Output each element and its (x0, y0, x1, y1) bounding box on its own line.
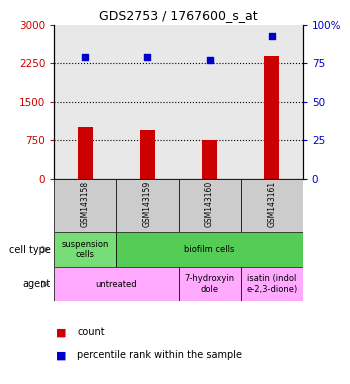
Text: 7-hydroxyin
dole: 7-hydroxyin dole (184, 275, 235, 294)
Bar (116, 179, 178, 232)
Text: isatin (indol
e-2,3-dione): isatin (indol e-2,3-dione) (246, 275, 297, 294)
Point (207, 57, 212, 63)
Bar (178, 179, 241, 232)
Text: GSM143160: GSM143160 (205, 181, 214, 227)
Bar (202, 140, 217, 179)
Text: GSM143159: GSM143159 (143, 181, 152, 227)
Bar (54, 232, 116, 267)
Text: suspension
cells: suspension cells (62, 240, 109, 259)
Bar (178, 267, 241, 301)
Text: GSM143158: GSM143158 (81, 181, 90, 227)
Bar (241, 267, 303, 301)
Text: ■: ■ (56, 350, 66, 360)
Text: percentile rank within the sample: percentile rank within the sample (77, 350, 242, 360)
Text: count: count (77, 327, 105, 337)
Point (145, 54, 150, 60)
Text: cell type: cell type (9, 245, 51, 255)
Text: GSM143161: GSM143161 (267, 181, 276, 227)
Bar (78, 127, 93, 179)
Text: ■: ■ (56, 327, 66, 337)
Bar (264, 56, 279, 179)
Bar (116, 232, 303, 267)
Text: agent: agent (22, 279, 51, 289)
Bar (241, 179, 303, 232)
Point (269, 33, 274, 39)
Bar (54, 267, 178, 301)
Text: biofilm cells: biofilm cells (184, 245, 235, 254)
Point (83, 54, 88, 60)
Text: untreated: untreated (96, 280, 137, 289)
Bar (140, 130, 155, 179)
Title: GDS2753 / 1767600_s_at: GDS2753 / 1767600_s_at (99, 9, 258, 22)
Bar (54, 179, 116, 232)
